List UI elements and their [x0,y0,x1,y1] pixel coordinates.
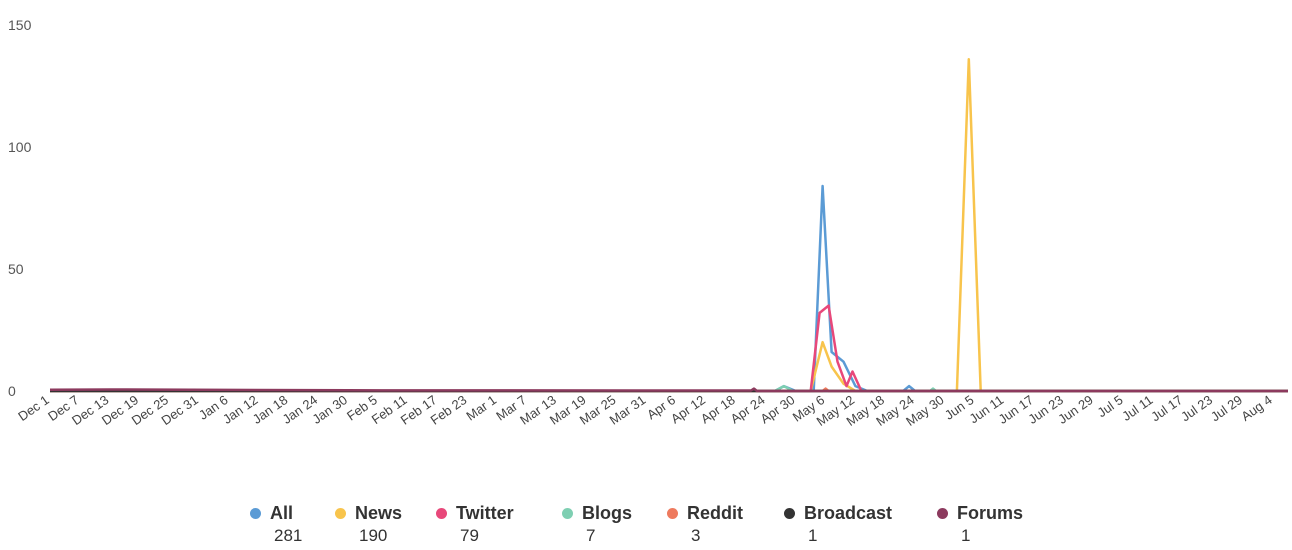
legend-head: Twitter [436,503,562,524]
y-tick-label: 150 [8,17,32,33]
y-tick-label: 0 [8,383,16,399]
legend-head: Broadcast [784,503,937,524]
y-tick-label: 50 [8,261,24,277]
legend-item-blogs[interactable]: Blogs 7 [562,503,667,546]
series-line-news[interactable] [50,57,1288,393]
legend: All 281 News 190 Twitter 79 Blogs 7 Reddit 3 Broad… [250,503,1047,546]
legend-head: Blogs [562,503,667,524]
x-tick-label: Jul 23 [1178,392,1215,424]
x-tick-label: Jul 17 [1148,392,1185,424]
x-tick-label: Jan 30 [309,392,350,427]
legend-item-news[interactable]: News 190 [335,503,436,546]
legend-item-forums[interactable]: Forums 1 [937,503,1047,546]
legend-label: Blogs [582,503,633,523]
legend-item-twitter[interactable]: Twitter 79 [436,503,562,546]
y-tick-label: 100 [8,139,32,155]
x-tick-label: Dec 1 [15,392,51,424]
legend-head: All [250,503,335,524]
legend-count: 1 [961,526,971,545]
x-tick-label: Jun 29 [1055,392,1096,427]
series-line-twitter[interactable] [50,304,1288,393]
legend-head: Reddit [667,503,784,524]
x-tick-label: Apr 30 [758,392,798,426]
legend-dot-icon [667,508,678,519]
legend-head: Forums [937,503,1047,524]
x-tick-label: Jul 11 [1119,392,1155,424]
series-line-forums[interactable] [49,387,1288,393]
legend-count: 190 [359,526,388,545]
legend-label: Twitter [456,503,514,523]
legend-dot-icon [335,508,346,519]
legend-count: 281 [274,526,303,545]
legend-label: Reddit [687,503,743,523]
legend-item-reddit[interactable]: Reddit 3 [667,503,784,546]
legend-label: Forums [957,503,1024,523]
legend-count: 3 [691,526,701,545]
x-tick-label: Aug 4 [1238,392,1274,424]
x-tick-label: Jul 29 [1208,392,1245,424]
legend-label: All [270,503,294,523]
legend-count: 79 [460,526,479,545]
x-tick-label: Jul 5 [1095,392,1126,420]
legend-label: Broadcast [804,503,893,523]
legend-dot-icon [937,508,948,519]
legend-dot-icon [562,508,573,519]
series-line-all[interactable] [50,184,1288,393]
legend-count: 7 [586,526,596,545]
legend-dot-icon [436,508,447,519]
legend-dot-icon [250,508,261,519]
legend-item-all[interactable]: All 281 [250,503,335,546]
legend-dot-icon [784,508,795,519]
legend-head: News [335,503,436,524]
legend-label: News [355,503,403,523]
x-tick-label: Mar 1 [463,392,499,423]
legend-item-broadcast[interactable]: Broadcast 1 [784,503,937,546]
legend-count: 1 [808,526,818,545]
